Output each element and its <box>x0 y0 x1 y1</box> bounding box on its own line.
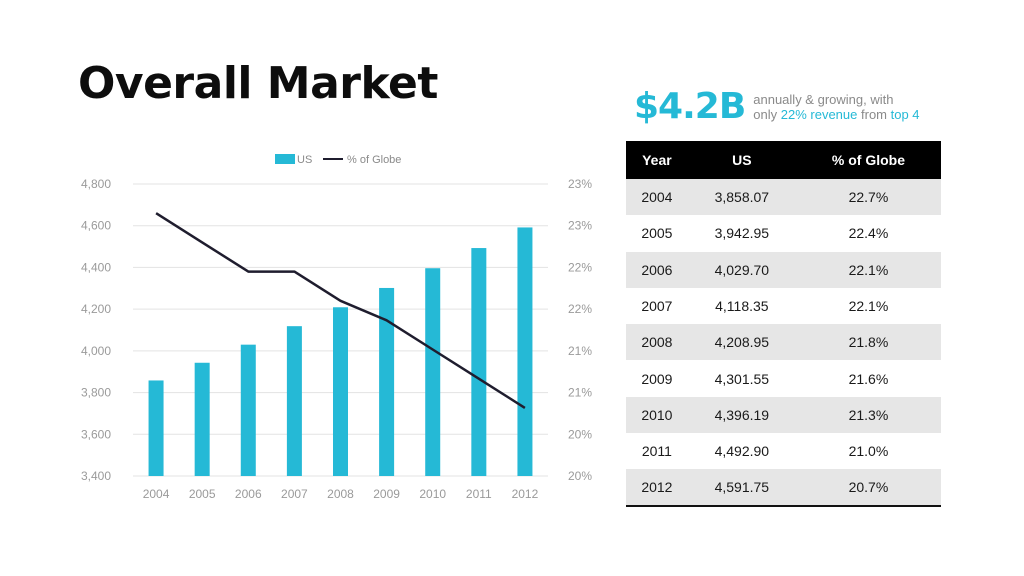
bar-us <box>240 344 256 476</box>
blurb-line-1: annually & growing, with <box>753 91 894 107</box>
table-cell-us: 4,208.95 <box>687 324 796 361</box>
legend-label-us: US <box>297 154 312 166</box>
blurb-mid: from <box>861 106 887 122</box>
x-tick-label: 2005 <box>189 487 216 501</box>
table-cell-globe: 22.7% <box>795 179 941 216</box>
y-tick-label: 4,600 <box>81 219 111 233</box>
table-cell-year: 2008 <box>626 324 688 361</box>
table-cell-year: 2005 <box>641 225 673 242</box>
table-row: 2009 4,301.55 21.6% <box>626 360 941 396</box>
table-cell-globe: 21.8% <box>795 324 941 361</box>
x-tick-label: 2009 <box>373 487 400 501</box>
table-cell-us: 4,029.70 <box>687 251 796 288</box>
table-row: 2007 4,118.35 22.1% <box>626 288 941 324</box>
blurb-prefix: only <box>753 106 778 122</box>
table-row: 2012 4,591.75 20.7% <box>626 469 941 507</box>
y2-tick-label: 21% <box>568 386 592 400</box>
table-cell-globe: 21.3% <box>795 396 941 434</box>
headline-stat: $4.2B annually & growing, with only 22% … <box>634 86 920 127</box>
y2-tick-label: 20% <box>568 469 592 483</box>
table-cell-us: 4,492.90 <box>714 443 770 460</box>
legend-swatch-us <box>275 154 295 164</box>
y-tick-label: 4,200 <box>81 302 111 316</box>
table-cell-year: 2004 <box>626 179 688 216</box>
blurb-highlight-revenue: 22% revenue <box>780 106 858 122</box>
headline-blurb: annually & growing, with only 22% revenu… <box>753 92 919 122</box>
y-tick-label: 4,400 <box>81 260 111 274</box>
market-chart: 3,400 20% 3,600 20% 3,800 21% 4,000 21% 4,200 22%… <box>81 154 592 501</box>
table-header-year: Year <box>626 141 688 179</box>
bar-us <box>517 227 533 476</box>
bar-us <box>194 362 210 476</box>
table-cell-globe: 21.6% <box>848 370 889 387</box>
y-tick-label: 3,400 <box>81 469 111 483</box>
y-tick-label: 3,600 <box>81 427 111 441</box>
table-header-us: US <box>687 141 796 179</box>
table-header-row: Year US % of Globe <box>626 141 941 179</box>
y2-tick-label: 21% <box>568 344 592 358</box>
y2-tick-label: 22% <box>568 260 592 274</box>
table-cell-year: 2007 <box>641 298 673 315</box>
y2-tick-label: 23% <box>568 219 592 233</box>
table-cell-us: 4,301.55 <box>714 370 770 387</box>
table-row: 2011 4,492.90 21.0% <box>626 433 941 469</box>
page-title: Overall Market <box>78 58 438 109</box>
x-tick-label: 2004 <box>143 487 170 501</box>
table-cell-globe: 21.0% <box>848 443 889 460</box>
y-tick-label: 4,800 <box>81 177 111 191</box>
table-cell-us: 3,858.07 <box>687 179 796 216</box>
table-header-globe: % of Globe <box>795 141 941 179</box>
y-tick-label: 4,000 <box>81 344 111 358</box>
table-cell-globe: 22.4% <box>848 225 889 242</box>
table-row: 2006 4,029.70 22.1% <box>626 251 941 288</box>
legend-label-percent: % of Globe <box>347 154 401 166</box>
table-row: 2005 3,942.95 22.4% <box>626 215 941 251</box>
table-cell-year: 2010 <box>626 396 688 434</box>
table-cell-year: 2009 <box>641 370 673 387</box>
bar-us <box>333 307 348 476</box>
blurb-line-2: only 22% revenue from top 4 <box>753 107 919 122</box>
x-tick-label: 2010 <box>419 487 446 501</box>
table-cell-us: 4,396.19 <box>687 396 796 434</box>
table-cell-globe: 22.1% <box>795 251 941 288</box>
bar-us <box>425 268 441 476</box>
x-tick-label: 2006 <box>235 487 262 501</box>
table-cell-globe: 22.1% <box>848 298 889 315</box>
bar-us <box>148 380 164 476</box>
blurb-highlight-top: top 4 <box>890 106 920 122</box>
table-cell-year: 2011 <box>641 443 672 460</box>
table-row: 2010 4,396.19 21.3% <box>626 396 941 434</box>
table-cell-us: 4,118.35 <box>715 298 769 315</box>
y2-tick-label: 20% <box>568 427 592 441</box>
y2-tick-label: 23% <box>568 177 592 191</box>
table-cell-year: 2006 <box>626 251 688 288</box>
bar-us <box>286 326 302 476</box>
bar-us <box>379 287 395 476</box>
x-tick-label: 2011 <box>466 487 492 501</box>
table-row: 2004 3,858.07 22.7% <box>626 179 941 216</box>
market-table: Year US % of Globe 2004 3,858.07 22.7% 2005… <box>626 141 941 507</box>
table-cell-globe: 20.7% <box>795 469 941 507</box>
headline-value: $4.2B <box>634 86 746 127</box>
x-tick-label: 2012 <box>512 487 539 501</box>
bar-us <box>471 248 487 476</box>
x-tick-label: 2008 <box>327 487 354 501</box>
table-cell-us: 3,942.95 <box>714 225 770 242</box>
y-tick-label: 3,800 <box>81 386 111 400</box>
table-row: 2008 4,208.95 21.8% <box>626 324 941 361</box>
table-cell-us: 4,591.75 <box>687 469 796 507</box>
y2-tick-label: 22% <box>568 302 592 316</box>
x-tick-label: 2007 <box>281 487 308 501</box>
table-cell-year: 2012 <box>626 469 688 507</box>
line-percent-of-globe <box>155 212 526 409</box>
